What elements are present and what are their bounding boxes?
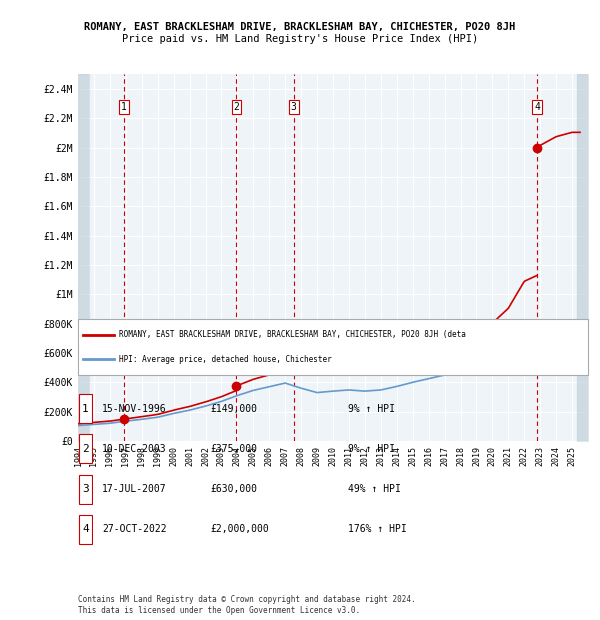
Text: Price paid vs. HM Land Registry's House Price Index (HPI): Price paid vs. HM Land Registry's House … xyxy=(122,34,478,44)
Text: £149,000: £149,000 xyxy=(210,404,257,414)
FancyBboxPatch shape xyxy=(79,475,92,503)
Text: 27-OCT-2022: 27-OCT-2022 xyxy=(102,525,167,534)
Text: Contains HM Land Registry data © Crown copyright and database right 2024.: Contains HM Land Registry data © Crown c… xyxy=(78,595,416,604)
FancyBboxPatch shape xyxy=(79,435,92,463)
FancyBboxPatch shape xyxy=(79,515,92,544)
Bar xyxy=(577,74,588,441)
Text: 9% ↑ HPI: 9% ↑ HPI xyxy=(348,404,395,414)
Text: 176% ↑ HPI: 176% ↑ HPI xyxy=(348,525,407,534)
Text: 10-DEC-2003: 10-DEC-2003 xyxy=(102,444,167,454)
Text: 49% ↑ HPI: 49% ↑ HPI xyxy=(348,484,401,494)
Text: £630,000: £630,000 xyxy=(210,484,257,494)
Text: 9% ↑ HPI: 9% ↑ HPI xyxy=(348,444,395,454)
Bar xyxy=(78,74,89,441)
Text: £375,000: £375,000 xyxy=(210,444,257,454)
FancyBboxPatch shape xyxy=(79,394,92,423)
Text: 2: 2 xyxy=(233,102,239,112)
FancyBboxPatch shape xyxy=(78,319,588,375)
Text: 3: 3 xyxy=(291,102,297,112)
Text: 1: 1 xyxy=(82,404,89,414)
Text: 1: 1 xyxy=(121,102,127,112)
Text: HPI: Average price, detached house, Chichester: HPI: Average price, detached house, Chic… xyxy=(119,355,332,364)
Text: 3: 3 xyxy=(82,484,89,494)
Text: ROMANY, EAST BRACKLESHAM DRIVE, BRACKLESHAM BAY, CHICHESTER, PO20 8JH (deta: ROMANY, EAST BRACKLESHAM DRIVE, BRACKLES… xyxy=(119,330,466,339)
Text: 15-NOV-1996: 15-NOV-1996 xyxy=(102,404,167,414)
Text: 4: 4 xyxy=(82,525,89,534)
Text: This data is licensed under the Open Government Licence v3.0.: This data is licensed under the Open Gov… xyxy=(78,606,360,615)
Text: 4: 4 xyxy=(535,102,540,112)
Text: 17-JUL-2007: 17-JUL-2007 xyxy=(102,484,167,494)
Text: £2,000,000: £2,000,000 xyxy=(210,525,269,534)
Text: 2: 2 xyxy=(82,444,89,454)
Text: ROMANY, EAST BRACKLESHAM DRIVE, BRACKLESHAM BAY, CHICHESTER, PO20 8JH: ROMANY, EAST BRACKLESHAM DRIVE, BRACKLES… xyxy=(85,22,515,32)
